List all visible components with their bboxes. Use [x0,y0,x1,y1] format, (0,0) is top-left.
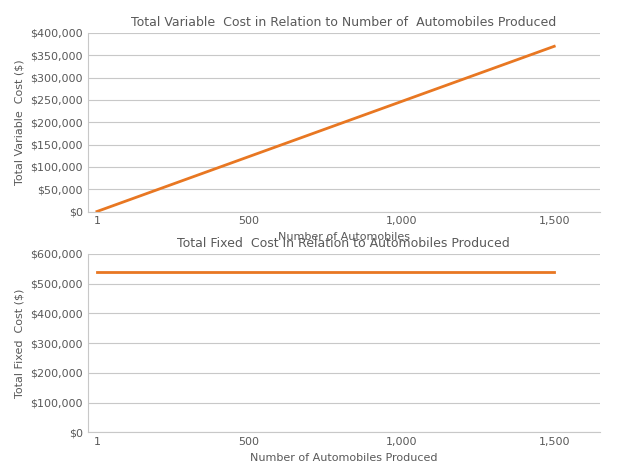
Y-axis label: Total Variable  Cost ($): Total Variable Cost ($) [14,59,24,185]
Y-axis label: Total Fixed  Cost ($): Total Fixed Cost ($) [14,289,24,398]
Title: Total Variable  Cost in Relation to Number of  Automobiles Produced: Total Variable Cost in Relation to Numbe… [131,16,556,29]
X-axis label: Number of Automobiles: Number of Automobiles [278,232,410,242]
X-axis label: Number of Automobiles Produced: Number of Automobiles Produced [250,453,438,463]
Title: Total Fixed  Cost in Relation to Automobiles Produced: Total Fixed Cost in Relation to Automobi… [177,237,510,250]
